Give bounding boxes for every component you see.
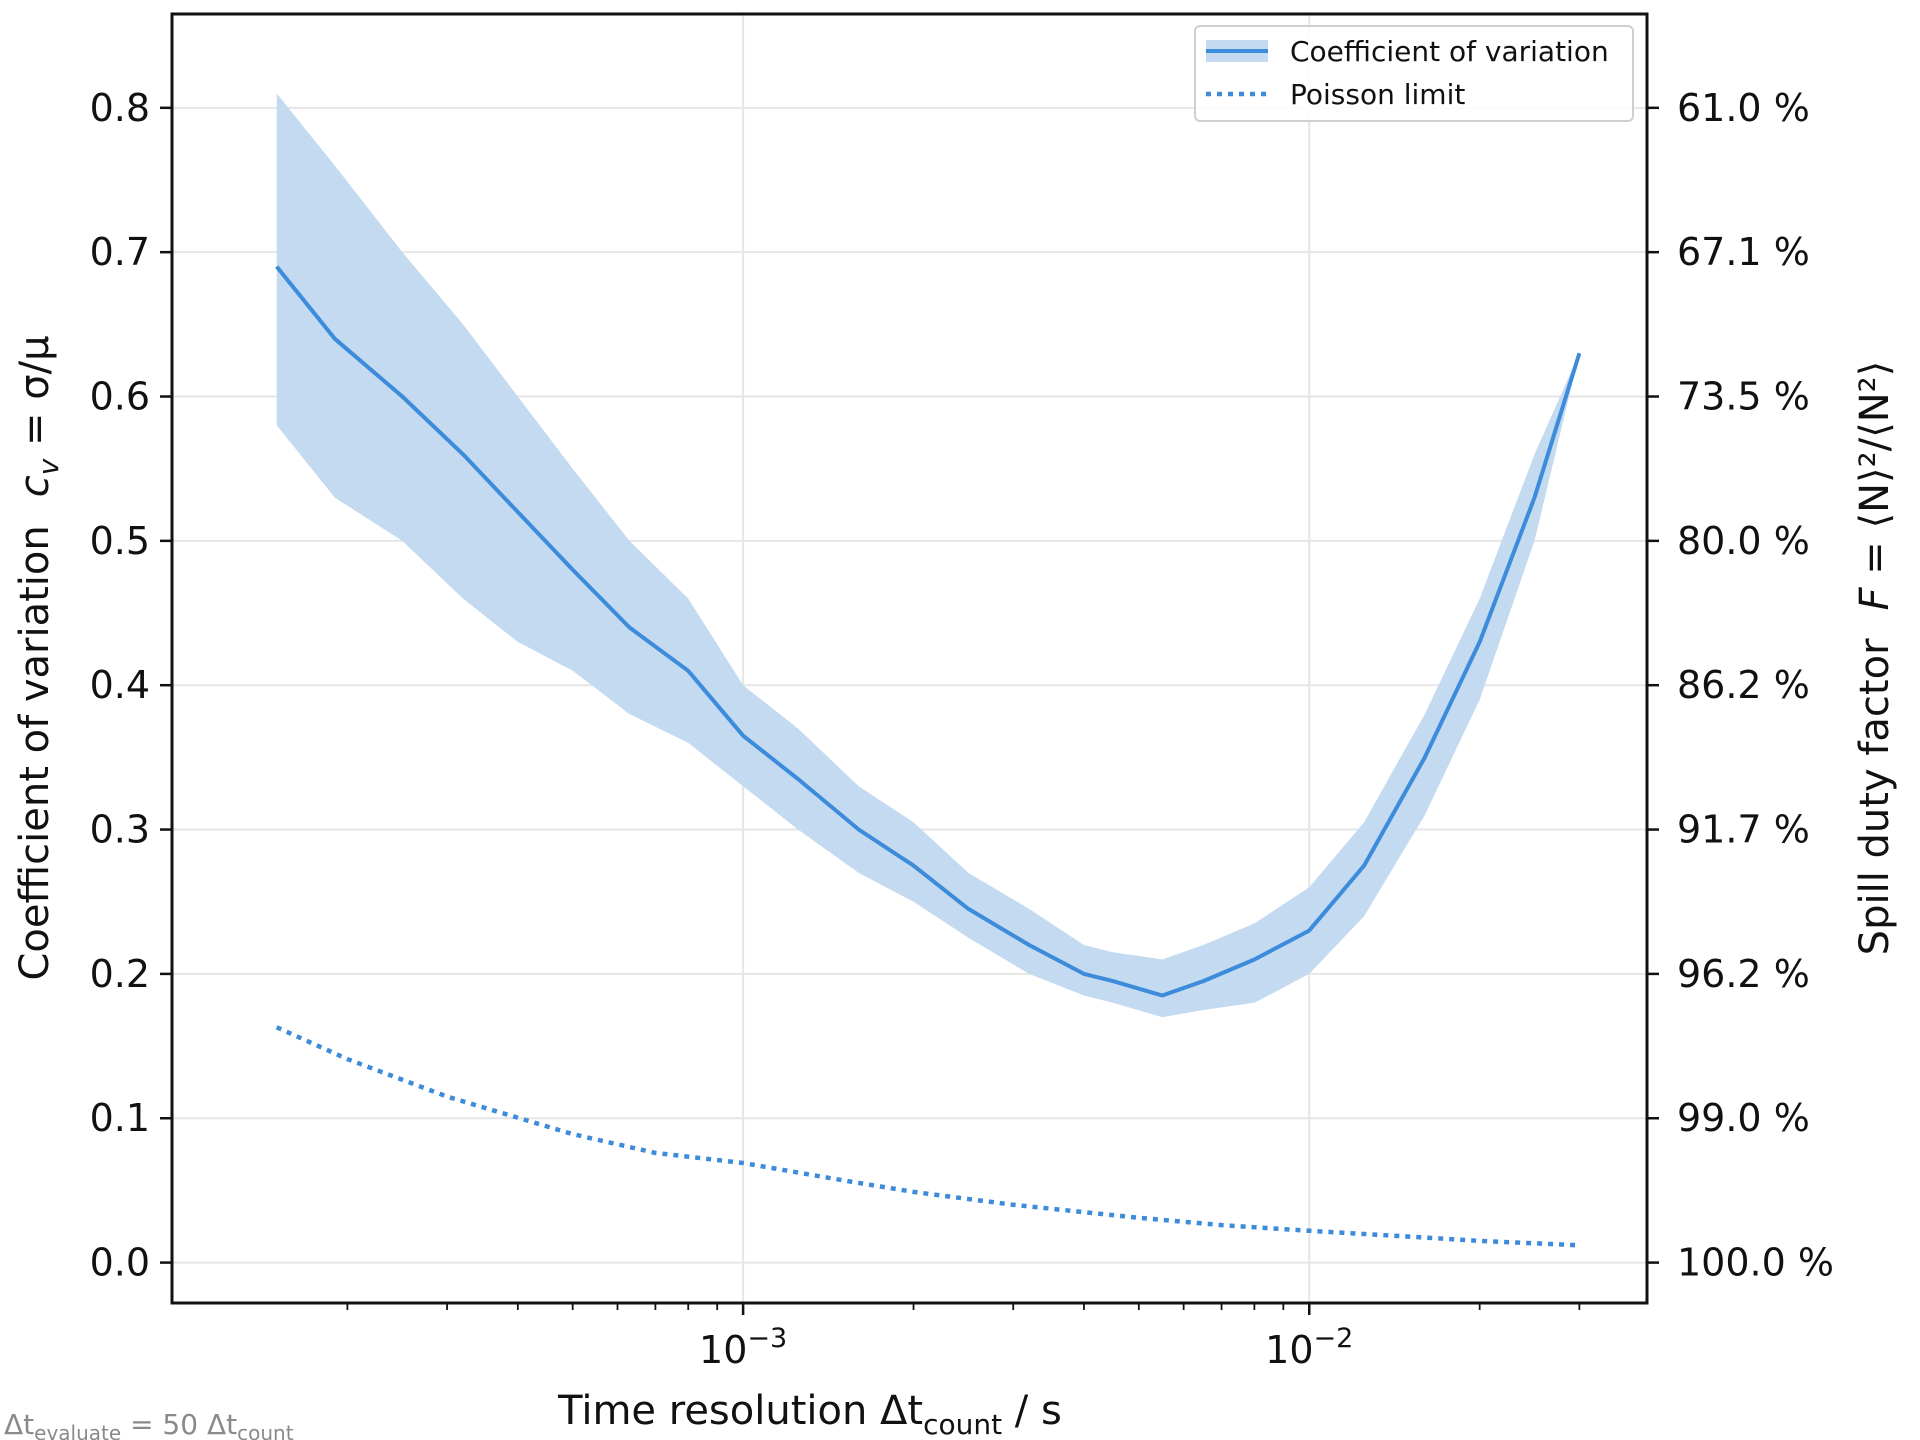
legend: Coefficient of variation Poisson limit: [1194, 25, 1634, 122]
y2-axis-label: Spill duty factorF = ⟨N⟩²/⟨N²⟩: [1852, 361, 1898, 956]
legend-label-cv: Coefficient of variation: [1290, 35, 1609, 68]
legend-box: [1194, 25, 1634, 122]
ticks: 0.0 100.0 % 0.1 99.0 % 0.2 96.2 % 0.3 91.7 % 0.4…: [90, 86, 1834, 1372]
y-tick-label: 0.3: [90, 808, 150, 852]
y-tick-label: 0.6: [90, 375, 150, 419]
y-tick-label: 0.7: [90, 230, 150, 274]
legend-label-poisson: Poisson limit: [1290, 78, 1465, 111]
cv-uncertainty-band: [276, 93, 1580, 1018]
x-axis-label: Time resolution Δtcount / s: [557, 1388, 1062, 1440]
y-tick-label: 0.1: [90, 1096, 150, 1140]
y2-tick-label: 96.2 %: [1677, 952, 1810, 996]
y2-tick-label: 73.5 %: [1677, 375, 1810, 419]
poisson-limit-line: [275, 1025, 1580, 1248]
y-axis-label: Coefficient of variationcv = σ/μ: [12, 335, 65, 980]
y2-tick-label: 86.2 %: [1677, 663, 1810, 707]
x-tick-label: 10−3: [699, 1323, 787, 1372]
plot-area: [275, 93, 1582, 1248]
y-tick-label: 0.8: [90, 86, 150, 130]
y-tick-label: 0.5: [90, 519, 150, 563]
y2-tick-label: 67.1 %: [1677, 230, 1810, 274]
y2-tick-label: 100.0 %: [1677, 1241, 1834, 1285]
cv-series-line: [275, 265, 1582, 998]
x-tick-label: 10−2: [1265, 1323, 1353, 1372]
y-tick-label: 0.0: [90, 1241, 150, 1285]
y2-tick-label: 80.0 %: [1677, 519, 1810, 563]
y-tick-label: 0.4: [90, 663, 150, 707]
footnote: Δtevaluate = 50 Δtcount: [4, 1408, 294, 1440]
grid: [172, 14, 1647, 1303]
y2-tick-label: 99.0 %: [1677, 1096, 1810, 1140]
axes-frame: [170, 12, 1649, 1305]
y2-tick-label: 91.7 %: [1677, 808, 1810, 852]
y2-tick-label: 61.0 %: [1677, 86, 1810, 130]
y-tick-label: 0.2: [90, 952, 150, 996]
